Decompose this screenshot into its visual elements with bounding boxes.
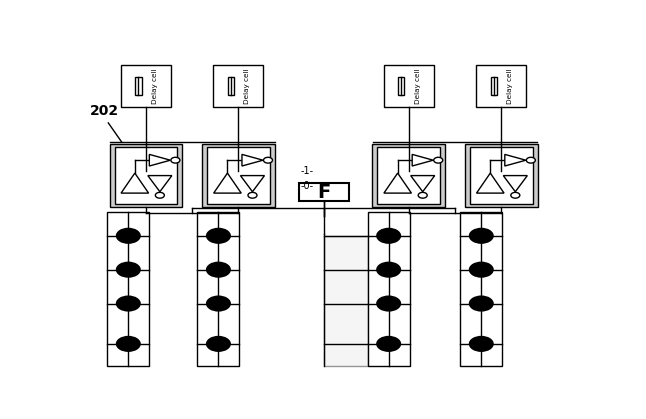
Bar <box>202 144 275 207</box>
Circle shape <box>469 261 494 278</box>
Bar <box>368 212 410 367</box>
Polygon shape <box>412 154 433 166</box>
Circle shape <box>469 228 494 244</box>
Bar <box>198 212 240 367</box>
Text: F: F <box>317 183 330 202</box>
Polygon shape <box>149 154 171 166</box>
Text: -1-: -1- <box>301 166 314 176</box>
Circle shape <box>376 261 401 278</box>
Circle shape <box>248 192 257 198</box>
Text: -0-: -0- <box>301 181 314 191</box>
Bar <box>121 65 171 107</box>
Polygon shape <box>242 154 263 166</box>
Bar <box>465 144 537 207</box>
Text: Delay cell: Delay cell <box>152 68 158 103</box>
Bar <box>207 147 270 204</box>
Circle shape <box>469 295 494 312</box>
Circle shape <box>206 228 231 244</box>
Bar <box>372 144 445 207</box>
Circle shape <box>171 157 180 163</box>
Text: 202: 202 <box>90 104 119 118</box>
Bar <box>135 77 141 95</box>
Circle shape <box>469 336 494 352</box>
Bar <box>227 77 234 95</box>
Circle shape <box>155 192 164 198</box>
Bar <box>114 147 177 204</box>
Circle shape <box>116 261 141 278</box>
Circle shape <box>264 157 273 163</box>
Bar <box>460 212 503 367</box>
Circle shape <box>376 228 401 244</box>
Polygon shape <box>411 176 435 192</box>
Bar <box>107 212 149 367</box>
Polygon shape <box>477 173 504 193</box>
Circle shape <box>511 192 520 198</box>
Circle shape <box>526 157 536 163</box>
Bar <box>324 236 368 367</box>
Polygon shape <box>240 176 264 192</box>
Polygon shape <box>148 176 172 192</box>
Circle shape <box>116 336 141 352</box>
Bar <box>298 184 349 201</box>
Text: Delay cell: Delay cell <box>415 68 421 103</box>
Polygon shape <box>214 173 241 193</box>
Polygon shape <box>505 154 526 166</box>
Bar <box>398 77 404 95</box>
Circle shape <box>206 261 231 278</box>
Circle shape <box>116 228 141 244</box>
Circle shape <box>206 336 231 352</box>
Circle shape <box>116 295 141 312</box>
Bar <box>213 65 264 107</box>
Bar <box>470 147 532 204</box>
Bar <box>377 147 440 204</box>
Text: Delay cell: Delay cell <box>244 68 251 103</box>
Circle shape <box>433 157 443 163</box>
Bar <box>490 77 497 95</box>
Bar <box>110 144 182 207</box>
Circle shape <box>376 295 401 312</box>
Circle shape <box>418 192 427 198</box>
Text: Delay cell: Delay cell <box>507 68 514 103</box>
Polygon shape <box>121 173 149 193</box>
Circle shape <box>206 295 231 312</box>
Bar <box>384 65 433 107</box>
Circle shape <box>376 336 401 352</box>
Polygon shape <box>503 176 527 192</box>
Polygon shape <box>384 173 412 193</box>
Bar <box>476 65 526 107</box>
